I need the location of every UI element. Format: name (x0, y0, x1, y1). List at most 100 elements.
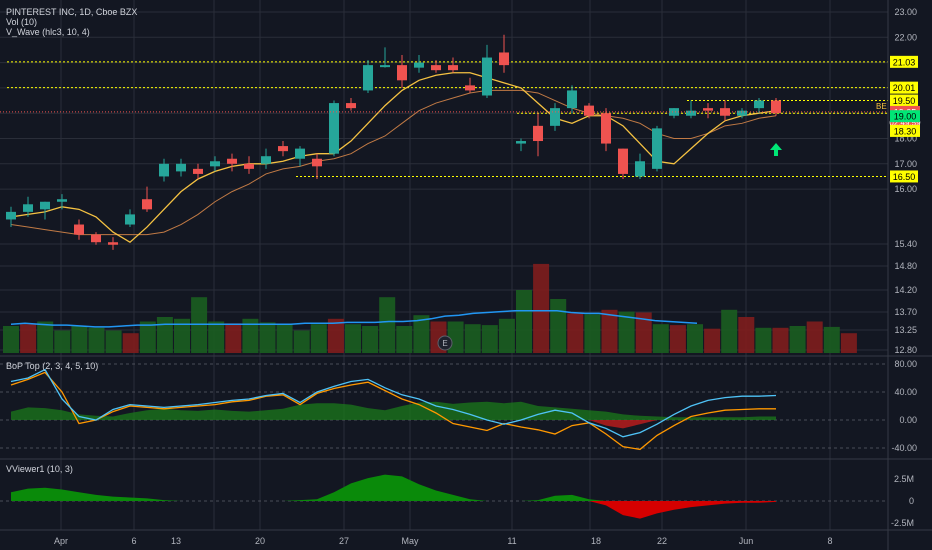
volume-indicator-label: Vol (10) (6, 17, 38, 27)
candle-body[interactable] (465, 85, 475, 91)
candle-body[interactable] (482, 57, 492, 96)
candle-body[interactable] (567, 90, 577, 109)
candle-body[interactable] (380, 65, 390, 68)
candle-body[interactable] (74, 224, 84, 235)
volume-bar (652, 324, 669, 353)
time-axis-tick: 27 (339, 536, 349, 546)
candle-body[interactable] (754, 100, 764, 109)
candle-body[interactable] (227, 158, 237, 164)
time-axis-tick: 22 (657, 536, 667, 546)
candle-body[interactable] (125, 214, 135, 225)
volume-bar (156, 317, 173, 353)
volume-bar (54, 330, 71, 353)
v-wave-line (10, 72, 777, 244)
volume-bar (464, 324, 481, 353)
candle-body[interactable] (312, 158, 322, 167)
volume-bar (618, 311, 635, 353)
candle-body[interactable] (686, 110, 696, 116)
candle-body[interactable] (584, 105, 594, 116)
candle-body[interactable] (431, 65, 441, 71)
candle-body[interactable] (652, 128, 662, 169)
symbol-title: PINTEREST INC, 1D, Cboe BZX (6, 7, 138, 17)
candle-body[interactable] (669, 108, 679, 116)
volume-bar (3, 326, 19, 353)
price-tag-label: 19.00 (894, 112, 917, 122)
candle-body[interactable] (108, 242, 118, 245)
time-axis-tick: 11 (507, 536, 516, 546)
bop-red-area (589, 420, 657, 429)
time-axis-tick: 20 (255, 536, 265, 546)
price-axis-tick: 23.00 (894, 7, 917, 17)
level-price-tag (890, 170, 918, 183)
volume-bar (225, 323, 242, 353)
candle-body[interactable] (278, 146, 288, 152)
bop-green-area (11, 401, 776, 420)
candle-body[interactable] (295, 148, 305, 159)
candle-body[interactable] (618, 148, 628, 174)
volume-bar (362, 326, 379, 353)
volume-bar (88, 327, 105, 353)
earnings-marker[interactable] (437, 335, 453, 351)
candle-body[interactable] (210, 161, 220, 167)
candle-body[interactable] (516, 141, 526, 144)
candle-body[interactable] (176, 163, 186, 172)
volume-bar (567, 313, 584, 353)
price-axis-tick: 22.00 (894, 32, 917, 42)
volume-bar (191, 297, 208, 353)
candle-body[interactable] (601, 113, 611, 144)
time-axis-tick: Apr (54, 536, 68, 546)
candle-body[interactable] (91, 234, 101, 243)
candle-body[interactable] (720, 108, 730, 116)
level-price-label: 19.50 (893, 96, 916, 106)
earnings-marker-label: E (442, 339, 447, 348)
level-price-label: 20.01 (893, 83, 916, 93)
time-axis-tick: 13 (171, 536, 181, 546)
candle-body[interactable] (159, 163, 169, 177)
candle-body[interactable] (703, 108, 713, 111)
candle-body[interactable] (499, 52, 509, 66)
volume-bar (550, 299, 567, 353)
vviewer-positive-area (11, 474, 776, 501)
volume-bar (327, 318, 344, 353)
candle-body[interactable] (261, 156, 271, 164)
price-tag (890, 110, 920, 123)
vviewer-indicator-label: VViewer1 (10, 3) (6, 464, 73, 474)
vviewer-axis-tick: -2.5M (891, 518, 914, 528)
candle-body[interactable] (771, 100, 781, 114)
volume-bar (413, 315, 430, 353)
volume-bar (396, 326, 413, 353)
candle-body[interactable] (448, 65, 458, 71)
candle-body[interactable] (40, 201, 50, 210)
candle-body[interactable] (6, 211, 16, 220)
candle-body[interactable] (346, 103, 356, 109)
volume-bar (687, 324, 703, 353)
volume-bar (601, 309, 618, 353)
candle-body[interactable] (737, 110, 747, 116)
candle-body[interactable] (57, 199, 67, 202)
volume-bar (516, 290, 532, 353)
volume-moving-average-line (10, 309, 698, 328)
bop-axis-tick: 40.00 (894, 387, 917, 397)
candle-body[interactable] (193, 168, 203, 174)
candle-body[interactable] (363, 65, 373, 91)
level-price-tag (890, 81, 918, 94)
candle-body[interactable] (142, 199, 152, 210)
volume-bar (20, 324, 37, 353)
candle-body[interactable] (23, 204, 33, 212)
candle-body[interactable] (329, 103, 339, 154)
price-tag-label: 18.30 (894, 126, 917, 136)
candle-body[interactable] (533, 125, 543, 142)
volume-bar (498, 318, 515, 353)
candle-body[interactable] (397, 65, 407, 81)
candle-body[interactable] (244, 163, 254, 169)
candle-body[interactable] (414, 62, 424, 68)
candle-body[interactable] (635, 161, 645, 177)
candle-body[interactable] (550, 108, 560, 126)
bop-axis-tick: -40.00 (891, 443, 917, 453)
price-axis-tick: 13.25 (894, 325, 917, 335)
buy-signal-arrow (770, 143, 782, 156)
volume-bar (37, 321, 54, 353)
countdown-timer: 02:49:59 (889, 118, 921, 127)
volume-bar (789, 326, 806, 353)
